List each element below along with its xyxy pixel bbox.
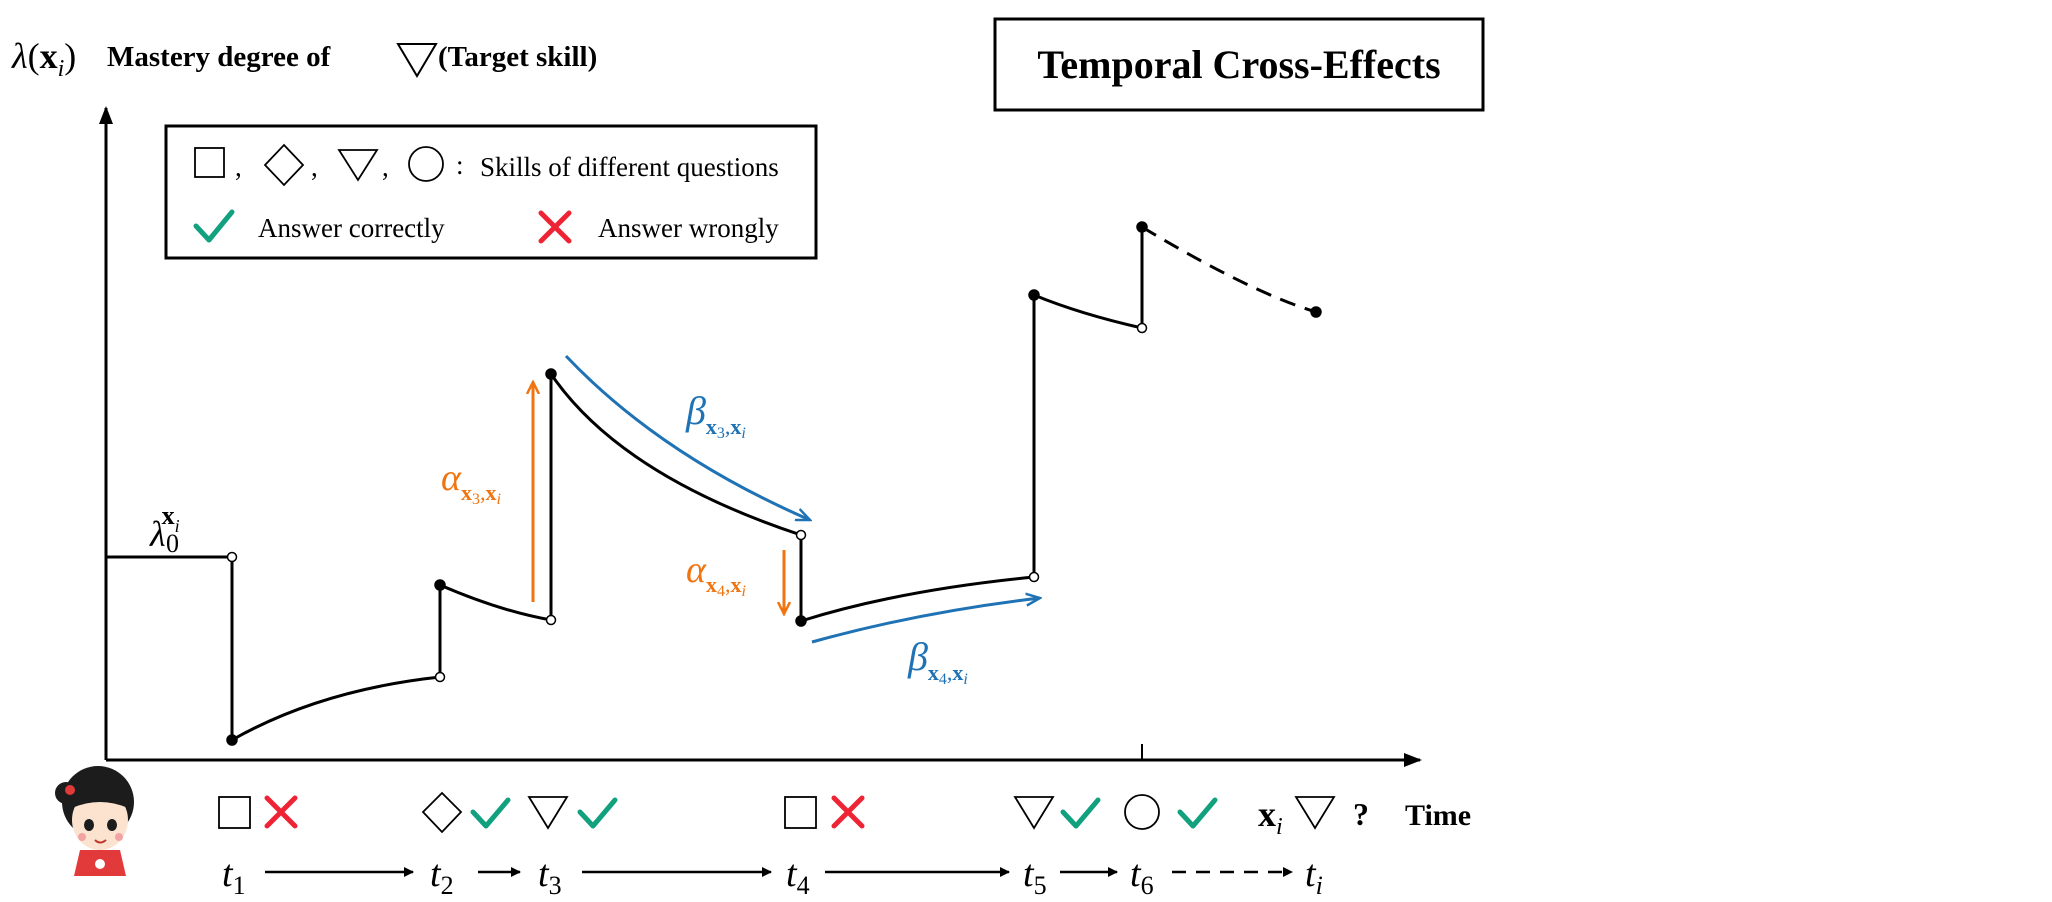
event-t2-diamond-icon xyxy=(421,791,463,834)
event-t5-triangle-icon xyxy=(1013,796,1055,830)
event-t1-cross-icon xyxy=(264,795,298,829)
curve-points xyxy=(226,221,1322,746)
svg-text:,: , xyxy=(235,152,242,182)
legend-skills-text: Skills of different questions xyxy=(480,152,779,182)
title-box: Temporal Cross-Effects xyxy=(993,17,1485,112)
event-t1-square-icon xyxy=(218,796,251,829)
event-t3-check-icon xyxy=(577,797,618,829)
svg-text:0: 0 xyxy=(166,529,179,558)
event-t6-check-icon xyxy=(1177,797,1218,829)
circle-skill-icon xyxy=(408,146,444,182)
target-skill-label: (Target skill) xyxy=(438,41,597,73)
event-t4-square-icon xyxy=(784,796,817,829)
timeline-labels: t1 t2 t3 t4 t5 t6 ti xyxy=(222,853,1323,900)
diagram-title: Temporal Cross-Effects xyxy=(1037,42,1440,87)
axes xyxy=(99,106,1422,767)
svg-text:ti: ti xyxy=(1305,853,1323,900)
alpha4-label: αx4,xi xyxy=(686,549,746,600)
square-skill-icon xyxy=(194,147,225,178)
svg-text:t4: t4 xyxy=(786,853,810,900)
svg-text:λ(xi): λ(xi) xyxy=(11,36,76,82)
y-axis-label: λ(xi) Mastery degree of (Target skill) xyxy=(11,36,597,82)
beta4-arrow xyxy=(811,598,1040,644)
legend-correct-text: Answer correctly xyxy=(258,213,445,243)
target-skill-triangle-icon xyxy=(396,43,438,78)
target-question-mark: ? xyxy=(1353,796,1369,832)
beta3-arrow xyxy=(564,354,810,522)
cross-icon xyxy=(538,210,572,244)
diamond-skill-icon xyxy=(263,143,305,187)
y-axis-lambda: λ xyxy=(11,36,28,76)
event-t4-cross-icon xyxy=(831,795,865,829)
intensity-curve xyxy=(106,225,1317,742)
svg-text:t2: t2 xyxy=(430,853,454,900)
svg-text::: : xyxy=(456,150,464,180)
event-t6-circle-icon xyxy=(1124,794,1160,830)
event-t3-triangle-icon xyxy=(527,796,569,830)
svg-text:t1: t1 xyxy=(222,853,246,900)
event-t2-check-icon xyxy=(470,797,511,829)
svg-text:t5: t5 xyxy=(1023,853,1047,900)
student-avatar-icon xyxy=(55,766,134,876)
alpha3-label: αx3,xi xyxy=(441,457,501,508)
alpha-effects: αx3,xi αx4,xi xyxy=(441,382,784,614)
lambda0-label: λxi 0 xyxy=(149,501,180,558)
svg-text:λxi: λxi xyxy=(149,501,180,554)
event-t5-check-icon xyxy=(1060,797,1101,829)
triangle-skill-icon xyxy=(337,149,379,182)
legend-wrong-text: Answer wrongly xyxy=(598,213,779,243)
svg-text:t6: t6 xyxy=(1130,853,1154,900)
time-label: Time xyxy=(1405,799,1471,832)
beta4-label: βx4,xi xyxy=(907,634,968,688)
beta-effects: βx3,xi βx4,xi xyxy=(564,354,1040,688)
beta3-label: βx3,xi xyxy=(685,388,746,442)
svg-text:,: , xyxy=(311,152,318,182)
check-icon xyxy=(193,209,235,243)
target-triangle-icon xyxy=(1294,796,1336,830)
legend: , , , : Skills of different questions An… xyxy=(164,124,818,260)
predicted-decay-dashed xyxy=(1141,225,1317,314)
target-question-label: xi xyxy=(1258,794,1283,840)
svg-text:,: , xyxy=(382,152,389,182)
timeline-events: xi ? Time xyxy=(218,791,1471,840)
svg-text:t3: t3 xyxy=(538,853,562,900)
y-axis-title: Mastery degree of xyxy=(107,41,331,73)
